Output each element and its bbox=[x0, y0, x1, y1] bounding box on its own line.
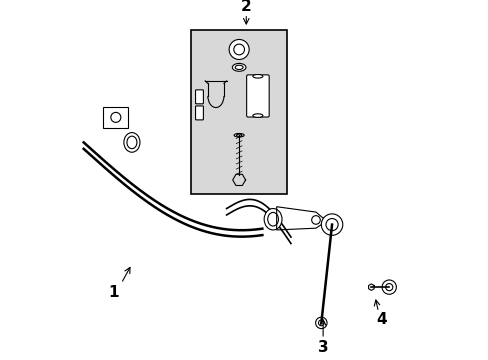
Ellipse shape bbox=[236, 134, 242, 136]
Circle shape bbox=[111, 112, 121, 122]
FancyBboxPatch shape bbox=[190, 30, 287, 194]
Ellipse shape bbox=[232, 63, 245, 71]
Circle shape bbox=[315, 317, 326, 329]
Circle shape bbox=[321, 214, 342, 235]
Ellipse shape bbox=[235, 65, 243, 69]
Circle shape bbox=[233, 44, 244, 55]
Text: 4: 4 bbox=[376, 312, 386, 327]
FancyBboxPatch shape bbox=[246, 75, 268, 117]
Text: 2: 2 bbox=[241, 0, 251, 14]
Circle shape bbox=[311, 216, 320, 224]
Ellipse shape bbox=[252, 75, 263, 78]
Ellipse shape bbox=[264, 208, 282, 230]
Ellipse shape bbox=[123, 132, 140, 152]
FancyBboxPatch shape bbox=[195, 90, 203, 104]
Text: 3: 3 bbox=[317, 341, 328, 355]
Circle shape bbox=[318, 320, 324, 326]
Circle shape bbox=[229, 40, 249, 59]
FancyBboxPatch shape bbox=[195, 106, 203, 120]
Ellipse shape bbox=[127, 136, 137, 149]
Circle shape bbox=[381, 280, 396, 294]
Text: 1: 1 bbox=[109, 285, 119, 300]
Circle shape bbox=[385, 284, 392, 291]
Ellipse shape bbox=[267, 212, 278, 226]
Ellipse shape bbox=[252, 114, 263, 117]
Ellipse shape bbox=[234, 134, 244, 137]
Circle shape bbox=[325, 219, 337, 231]
